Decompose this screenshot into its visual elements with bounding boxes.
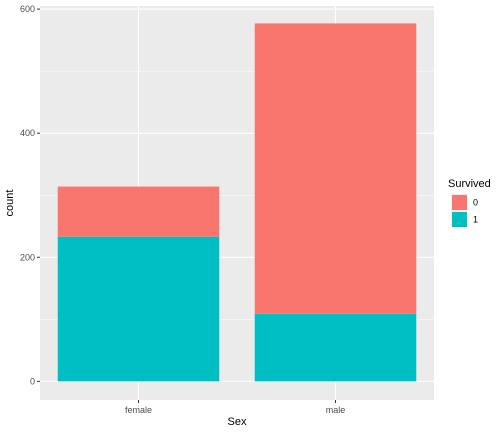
y-axis: 0 200 400 600 bbox=[20, 4, 40, 386]
legend-label-1: 1 bbox=[473, 215, 478, 225]
legend: Survived 0 1 bbox=[448, 178, 491, 228]
legend-label-0: 0 bbox=[473, 198, 478, 208]
y-tick-label: 400 bbox=[20, 128, 35, 138]
legend-key-1 bbox=[452, 212, 467, 227]
x-axis: female male bbox=[125, 400, 345, 415]
bars bbox=[57, 23, 417, 382]
y-axis-title: count bbox=[4, 190, 16, 217]
x-axis-title: Sex bbox=[228, 416, 247, 428]
bar-female-survived-0 bbox=[57, 186, 220, 237]
y-tick-label: 200 bbox=[20, 252, 35, 262]
x-tick-label: male bbox=[326, 405, 346, 415]
y-tick-label: 0 bbox=[30, 376, 35, 386]
bar-male-survived-1 bbox=[254, 313, 417, 382]
legend-title: Survived bbox=[448, 178, 491, 190]
bar-male-survived-0 bbox=[254, 23, 417, 314]
legend-key-0 bbox=[452, 195, 467, 210]
bar-female-survived-1 bbox=[57, 236, 220, 382]
y-tick-label: 600 bbox=[20, 4, 35, 14]
x-tick-label: female bbox=[125, 405, 152, 415]
